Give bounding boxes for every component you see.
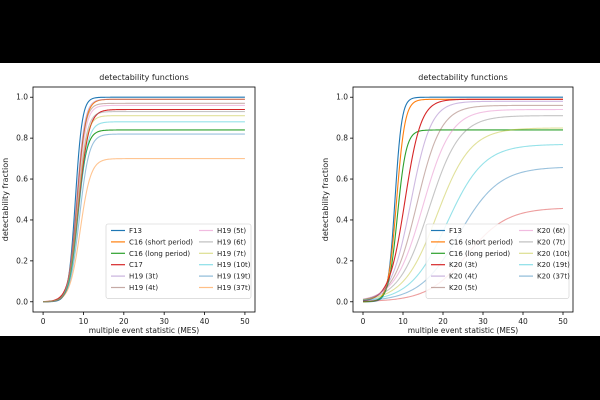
legend-label: H19 (37t) — [217, 284, 251, 292]
legend-label: H19 (7t) — [217, 250, 246, 258]
series-line-k20-5t- — [362, 104, 563, 301]
legend-label: H19 (3t) — [129, 273, 158, 281]
series-line-k20-3t- — [362, 98, 563, 302]
x-tick-label: 10 — [398, 317, 408, 326]
series-line-h19-10t- — [43, 121, 245, 303]
series-line-c16-long-period- — [362, 129, 563, 303]
x-tick-label: 20 — [119, 317, 129, 326]
y-tick-label: 0.4 — [16, 215, 28, 224]
series-line-c16-short-period- — [43, 98, 245, 303]
legend-label: C16 (long period) — [129, 250, 190, 258]
x-axis-label: multiple event statistic (MES) — [89, 326, 200, 335]
legend-label: K20 (3t) — [449, 261, 478, 269]
x-tick-label: 50 — [240, 317, 250, 326]
legend-label: H19 (4t) — [129, 284, 158, 292]
y-axis-label: detectability fraction — [1, 158, 10, 241]
legend-label: K20 (5t) — [449, 284, 478, 292]
x-tick-label: 10 — [79, 317, 89, 326]
legend-label: F13 — [129, 227, 142, 235]
chart-title: detectability functions — [99, 73, 189, 82]
series-line-k20-10t- — [362, 127, 563, 301]
x-tick-label: 30 — [478, 317, 488, 326]
series-line-f13 — [43, 96, 245, 303]
series-line-h19-5t- — [43, 104, 245, 303]
legend-label: C16 (short period) — [129, 238, 193, 246]
y-tick-label: 1.0 — [16, 93, 28, 102]
legend-label: C17 — [129, 261, 143, 269]
y-tick-label: 0.0 — [336, 297, 348, 306]
chart-title: detectability functions — [418, 73, 508, 82]
legend-label: H19 (6t) — [217, 238, 246, 246]
legend-label: K20 (19t) — [537, 261, 570, 269]
x-tick-label: 30 — [159, 317, 169, 326]
x-axis-label: multiple event statistic (MES) — [408, 326, 519, 335]
series-line-h19-7t- — [43, 115, 245, 303]
y-tick-label: 0.8 — [336, 134, 348, 143]
series-line-c17 — [43, 108, 245, 303]
series-line-h19-19t- — [43, 133, 245, 303]
legend-label: H19 (5t) — [217, 227, 246, 235]
legend-label: K20 (10t) — [537, 250, 570, 258]
x-tick-label: 40 — [200, 317, 210, 326]
series-line-h19-37t- — [43, 158, 245, 303]
legend-label: H19 (19t) — [217, 273, 251, 281]
series-line-k20-19t- — [362, 144, 564, 301]
legend-box — [425, 223, 570, 299]
series-line-h19-4t- — [43, 102, 245, 303]
x-tick-label: 20 — [438, 317, 448, 326]
y-axis-label: detectability fraction — [321, 158, 330, 241]
legend-label: C16 (long period) — [449, 250, 510, 258]
y-tick-label: 1.0 — [336, 93, 348, 102]
legend-label: H19 (10t) — [217, 261, 251, 269]
series-line-k20-7t- — [362, 115, 564, 300]
legend-label: K20 (7t) — [537, 238, 566, 246]
figure-svg: detectability functions 0 10 20 30 40 50 0.0 0.2… — [1, 73, 574, 335]
figure-canvas: detectability functions 0 10 20 30 40 50 0.0 0.2… — [0, 63, 600, 336]
axes-frame — [352, 86, 574, 313]
series-line-h19-6t- — [43, 111, 245, 303]
y-tick-label: 0.2 — [336, 256, 348, 265]
x-tick-label: 0 — [41, 317, 46, 326]
x-tick-label: 50 — [558, 317, 568, 326]
x-tick-label: 0 — [361, 317, 366, 326]
x-tick-label: 40 — [518, 317, 528, 326]
y-tick-label: 0.2 — [16, 256, 28, 265]
legend: F13 C16 (short period) C16 (long period) C1… — [105, 223, 252, 299]
y-tick-label: 0.0 — [16, 297, 28, 306]
axes-frame — [32, 86, 256, 313]
series-line-k20-4t- — [362, 100, 563, 301]
y-tick-label: 0.6 — [336, 175, 348, 184]
legend-box — [105, 223, 252, 299]
legend-label: F13 — [449, 227, 462, 235]
series-line-k20-6t- — [362, 108, 563, 300]
y-tick-label: 0.8 — [16, 134, 28, 143]
y-tick-label: 0.4 — [336, 215, 348, 224]
series-line-h19-3t- — [43, 98, 245, 303]
legend: F13 C16 (short period) C16 (long period) K2… — [425, 223, 570, 299]
series-line-f13 — [362, 96, 563, 303]
legend-label: K20 (6t) — [537, 227, 566, 235]
chart-panel-1: detectability functions 0 10 20 30 40 50 0.0 0.2… — [1, 73, 256, 335]
y-tick-label: 0.6 — [16, 175, 28, 184]
legend-label: K20 (37t) — [537, 273, 570, 281]
legend-label: C16 (short period) — [449, 238, 513, 246]
legend-label: K20 (4t) — [449, 273, 478, 281]
chart-panel-2: detectability functions 0 10 20 30 40 50 0.0 0.2… — [321, 73, 574, 335]
